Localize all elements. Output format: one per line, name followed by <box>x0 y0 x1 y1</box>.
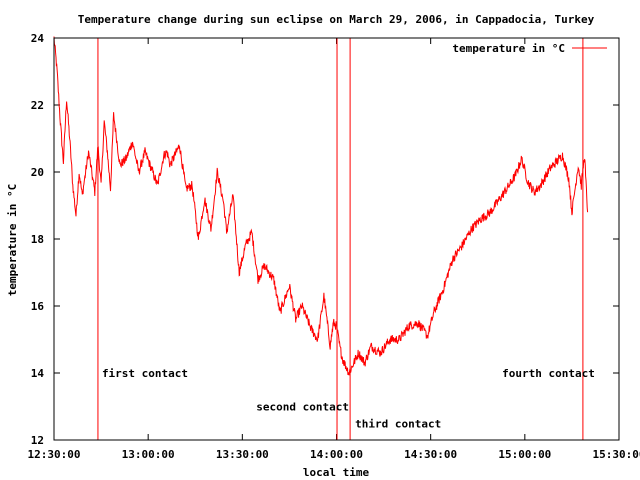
plot-frame <box>53 37 620 441</box>
x-tick-label: 13:00:00 <box>122 448 175 461</box>
x-tick-label: 14:30:00 <box>404 448 457 461</box>
y-tick-label: 20 <box>31 166 44 179</box>
x-tick-label: 12:30:00 <box>28 448 81 461</box>
plot-area: 12 14 16 18 20 22 24 12:30:00 13:00:00 13:30:00 14… <box>28 32 640 461</box>
contact-label: second contact <box>256 401 349 414</box>
x-tick-label: 13:30:00 <box>216 448 269 461</box>
chart-title: Temperature change during sun eclipse on… <box>78 13 595 26</box>
y-tick-label: 12 <box>31 434 44 447</box>
x-tick-label: 15:00:00 <box>498 448 551 461</box>
contact-label: third contact <box>355 417 441 430</box>
x-tick-label: 14:00:00 <box>310 448 363 461</box>
temperature-series-line <box>53 36 589 376</box>
x-tick-label: 15:30:00 <box>593 448 640 461</box>
contact-label: first contact <box>102 367 188 380</box>
x-axis-label: local time <box>303 466 370 479</box>
y-tick-label: 16 <box>31 300 45 313</box>
y-tick-label: 22 <box>31 99 44 112</box>
y-tick-label: 18 <box>31 233 44 246</box>
legend-label: temperature in °C <box>452 42 565 55</box>
contact-label: fourth contact <box>502 367 595 380</box>
legend: temperature in °C <box>452 42 607 55</box>
y-tick-label: 24 <box>31 32 45 45</box>
y-tick-label: 14 <box>31 367 45 380</box>
y-axis-label: temperature in °C <box>6 184 19 297</box>
